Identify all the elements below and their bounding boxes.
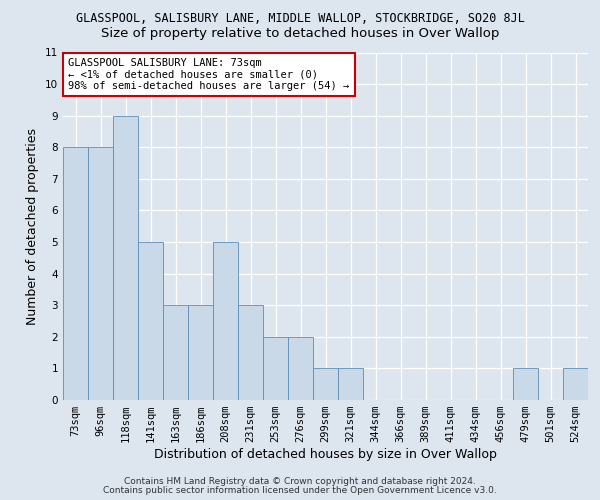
Bar [338, 368, 363, 400]
Bar [238, 305, 263, 400]
Text: Contains HM Land Registry data © Crown copyright and database right 2024.: Contains HM Land Registry data © Crown c… [124, 477, 476, 486]
Bar [113, 116, 138, 400]
Bar [563, 368, 588, 400]
Bar [263, 337, 288, 400]
Text: GLASSPOOL SALISBURY LANE: 73sqm
← <1% of detached houses are smaller (0)
98% of : GLASSPOOL SALISBURY LANE: 73sqm ← <1% of… [68, 58, 349, 91]
Bar [63, 148, 88, 400]
X-axis label: Distribution of detached houses by size in Over Wallop: Distribution of detached houses by size … [154, 448, 497, 461]
Bar [188, 305, 213, 400]
Bar [288, 337, 313, 400]
Text: Size of property relative to detached houses in Over Wallop: Size of property relative to detached ho… [101, 28, 499, 40]
Bar [313, 368, 338, 400]
Bar [513, 368, 538, 400]
Y-axis label: Number of detached properties: Number of detached properties [26, 128, 40, 325]
Bar [213, 242, 238, 400]
Text: Contains public sector information licensed under the Open Government Licence v3: Contains public sector information licen… [103, 486, 497, 495]
Bar [88, 148, 113, 400]
Bar [163, 305, 188, 400]
Text: GLASSPOOL, SALISBURY LANE, MIDDLE WALLOP, STOCKBRIDGE, SO20 8JL: GLASSPOOL, SALISBURY LANE, MIDDLE WALLOP… [76, 12, 524, 26]
Bar [138, 242, 163, 400]
